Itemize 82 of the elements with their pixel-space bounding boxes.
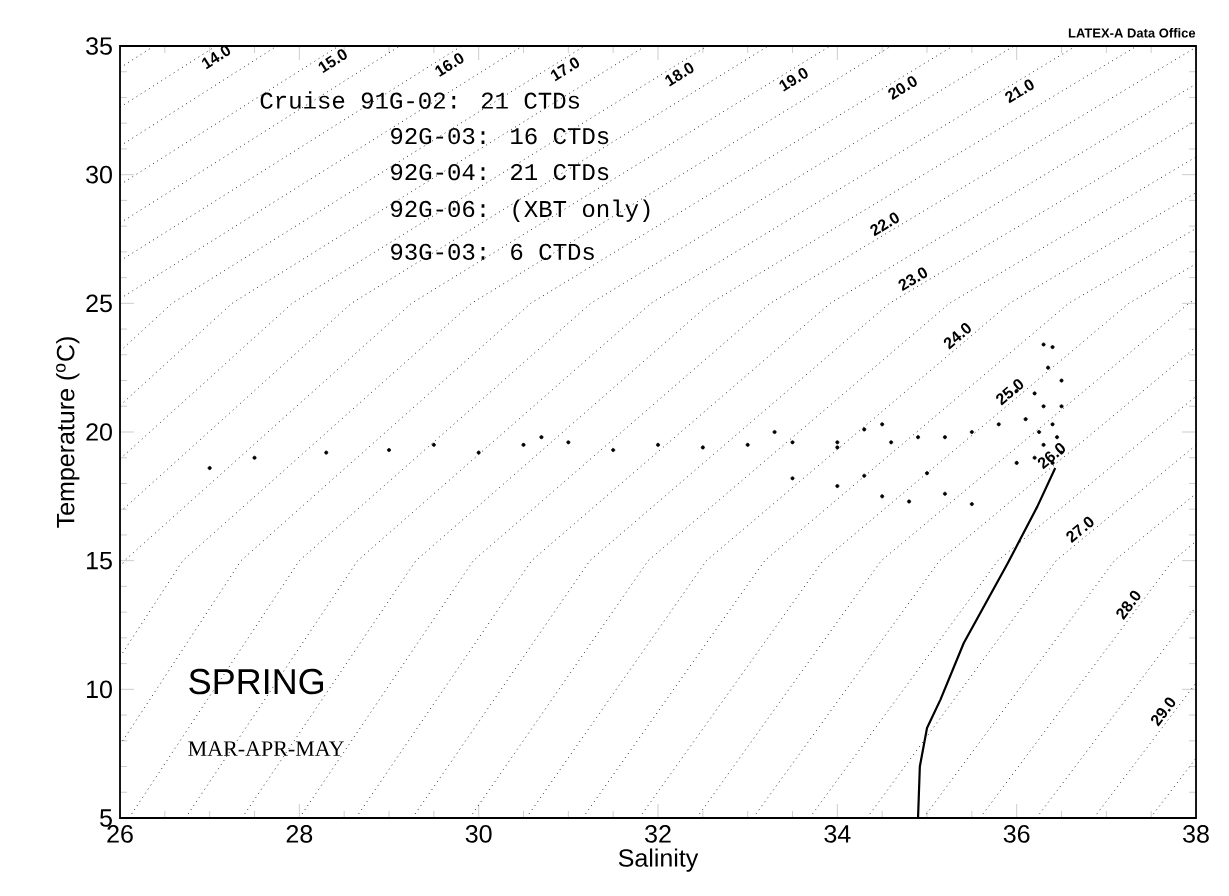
text: 22.0 <box>870 212 899 237</box>
point <box>1046 365 1051 370</box>
point <box>476 450 481 455</box>
point <box>431 442 436 447</box>
annotation: 92G-03: 16 CTDs <box>391 127 609 145</box>
point <box>324 450 329 455</box>
point <box>835 484 840 489</box>
point <box>656 442 661 447</box>
point <box>1050 345 1055 350</box>
point <box>1050 422 1055 427</box>
point <box>1014 460 1019 465</box>
point <box>996 422 1001 427</box>
y-tick-label: 15 <box>87 551 112 570</box>
text: 23.0 <box>898 267 928 292</box>
point <box>207 466 212 471</box>
point <box>1037 430 1042 434</box>
point <box>925 471 930 476</box>
point <box>790 476 795 481</box>
point <box>942 435 947 440</box>
y-tick-label: 30 <box>86 165 112 184</box>
text: 27.0 <box>1066 516 1094 543</box>
text: LATEX-A Data Office <box>1068 28 1196 38</box>
point <box>880 494 885 499</box>
text: 15.0 <box>318 49 347 74</box>
x-tick-label: 26 <box>107 825 133 843</box>
point <box>835 440 840 445</box>
text: 20.0 <box>888 76 917 100</box>
point <box>1032 455 1037 460</box>
y-tick-label: 35 <box>86 37 112 55</box>
point <box>862 473 867 478</box>
point <box>880 422 885 427</box>
x-tick-label: 34 <box>824 825 851 843</box>
annotation: Cruise 91G-02: 21 CTDs <box>260 91 580 109</box>
point <box>387 448 392 453</box>
x-tick-label: 32 <box>645 825 671 843</box>
text: 24.0 <box>943 323 971 350</box>
y-axis-title: Temperature ($^{o}$C) <box>56 337 80 528</box>
point <box>942 491 947 496</box>
point <box>862 427 867 432</box>
x-tick-label: 38 <box>1183 825 1209 843</box>
point <box>889 440 894 445</box>
x-tick-label: 30 <box>465 825 492 843</box>
point <box>1059 378 1064 383</box>
point <box>772 430 777 434</box>
text: 25.0 <box>996 379 1024 406</box>
point <box>790 440 795 445</box>
annotation: MAR-APR-MAY <box>188 741 344 756</box>
point <box>1059 404 1064 409</box>
y-tick-label: 25 <box>86 294 112 313</box>
text: 26.0 <box>1037 443 1065 470</box>
x-tick-label: 36 <box>1003 825 1030 843</box>
point <box>611 448 616 453</box>
text: 17.0 <box>550 57 580 82</box>
point <box>1055 435 1060 440</box>
point <box>1023 417 1028 422</box>
x-axis-title: Salinity <box>618 848 699 872</box>
point <box>969 502 974 507</box>
point <box>566 440 571 445</box>
point <box>1041 404 1046 409</box>
x-tick-label: 28 <box>286 825 313 843</box>
point <box>1032 391 1037 396</box>
point <box>916 435 921 440</box>
point <box>969 430 974 434</box>
y-tick-label: 10 <box>87 680 112 699</box>
point <box>252 455 257 460</box>
point <box>539 435 544 440</box>
point <box>700 445 705 450</box>
point <box>1041 342 1046 347</box>
annotation: 92G-04: 21 CTDs <box>391 163 609 181</box>
annotation: 92G-06: (XBT only) <box>391 199 650 222</box>
annotation: SPRING <box>189 668 323 695</box>
text: 21.0 <box>1005 79 1034 104</box>
point <box>907 499 912 504</box>
y-tick-label: 5 <box>100 809 112 827</box>
annotation: 93G-03: 6 CTDs <box>391 243 594 260</box>
point <box>835 445 840 450</box>
text: 19.0 <box>779 67 808 92</box>
point <box>521 442 526 447</box>
text: 16.0 <box>435 53 464 77</box>
y-tick-label: 20 <box>86 423 112 441</box>
point <box>745 442 750 447</box>
text: 18.0 <box>665 62 694 87</box>
